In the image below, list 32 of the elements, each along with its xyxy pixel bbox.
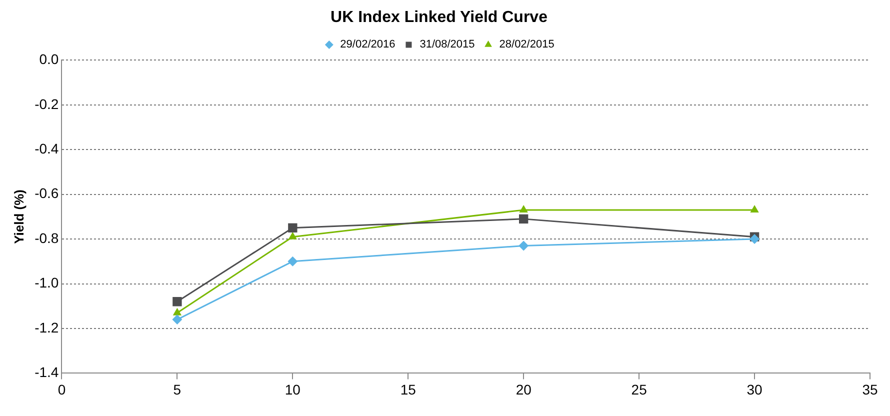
point bbox=[288, 223, 298, 232]
y-tick-label: -0.2 bbox=[34, 96, 59, 112]
x-tick-label: 0 bbox=[58, 381, 66, 398]
point bbox=[172, 308, 182, 316]
point bbox=[519, 204, 528, 212]
y-tick-label: -0.6 bbox=[34, 185, 59, 202]
y-axis-title: Yield (%) bbox=[11, 189, 26, 244]
x-tick-label: 25 bbox=[631, 381, 648, 398]
chart-title: UK Index Linked Yield Curve bbox=[330, 9, 548, 26]
legend-label: 29/02/2016 bbox=[340, 38, 396, 51]
y-tick-label: -1.4 bbox=[34, 364, 59, 380]
y-tick-label: -0.8 bbox=[34, 230, 59, 246]
point bbox=[750, 234, 760, 244]
y-tick-label: -0.4 bbox=[34, 140, 59, 156]
point bbox=[172, 314, 182, 325]
x-tick-label: 30 bbox=[746, 381, 763, 398]
point bbox=[518, 240, 529, 251]
y-tick-label: -1.0 bbox=[34, 274, 59, 291]
point bbox=[288, 232, 297, 240]
x-tick-label: 10 bbox=[284, 381, 301, 398]
y-tick-label: 0.0 bbox=[39, 51, 59, 68]
legend-label: 31/08/2015 bbox=[420, 38, 475, 51]
point bbox=[288, 256, 298, 266]
x-tick-label: 35 bbox=[862, 381, 878, 398]
point bbox=[172, 297, 182, 306]
x-tick-label: 15 bbox=[400, 381, 416, 398]
point bbox=[750, 204, 759, 212]
point bbox=[519, 214, 528, 224]
x-tick-label: 5 bbox=[173, 381, 182, 398]
x-tick-label: 20 bbox=[516, 381, 532, 398]
y-tick-label: -1.2 bbox=[34, 319, 59, 336]
legend-label: 28/02/2015 bbox=[499, 38, 554, 51]
